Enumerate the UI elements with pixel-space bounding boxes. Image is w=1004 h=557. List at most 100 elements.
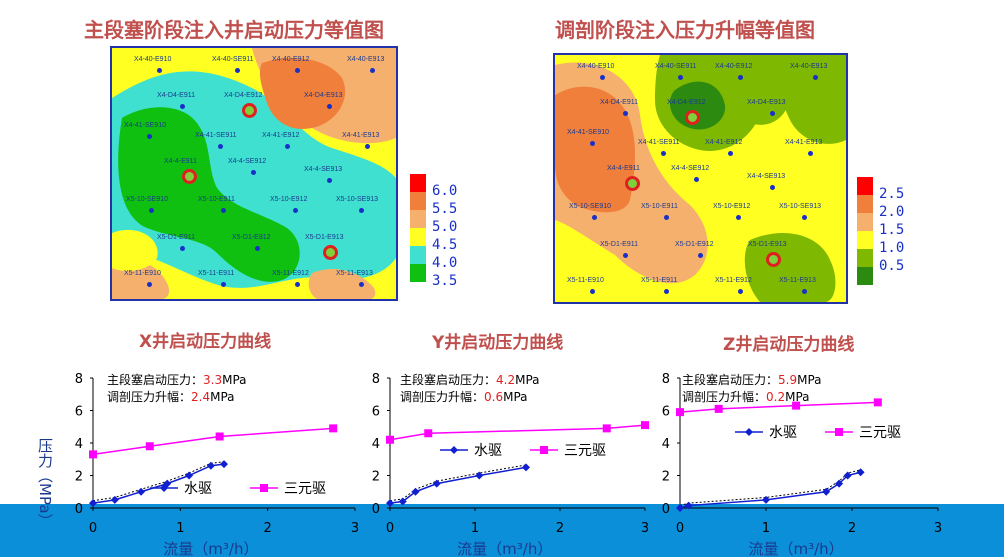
y-tick-label: 4 xyxy=(372,437,380,452)
well-marker xyxy=(255,246,260,251)
y-tick-label: 0 xyxy=(372,502,380,517)
startup-pressure-note: 主段塞启动压力：5.9MPa xyxy=(682,372,822,387)
well-label: X4-D4-E912 xyxy=(667,99,706,106)
well-label: X4-40-E910 xyxy=(577,63,615,70)
legend-label: 0.5 xyxy=(879,258,905,274)
well-label: X4-40-E913 xyxy=(790,63,828,70)
pressure-rise-label: 调剖压力升幅： xyxy=(682,389,766,404)
well-marker xyxy=(623,111,628,116)
chart-z: 0 2 4 6 8 0 1 2 3 流量（m³/h） 主段塞启动压力：5.9MPa 调剖压力升幅：0.… xyxy=(650,360,980,557)
data-point xyxy=(676,408,684,417)
well-marker xyxy=(661,151,666,156)
well-label: X4-40-E912 xyxy=(272,56,310,63)
series-line xyxy=(389,424,646,441)
well-label: X4-4-E911 xyxy=(607,165,640,172)
well-label: X4-40-E912 xyxy=(715,63,753,70)
y-tick-label: 8 xyxy=(372,372,380,387)
data-point xyxy=(411,487,420,496)
data-point xyxy=(822,487,831,496)
x-tick-label: 2 xyxy=(848,521,856,536)
data-point xyxy=(792,401,801,410)
well-marker xyxy=(327,178,332,183)
legend-label: 4.0 xyxy=(432,255,458,271)
y-tick-label: 4 xyxy=(662,437,670,452)
chart-x: 0 2 4 6 8 0 1 2 3 流量（m³/h） 压力（MPa） 主段塞启动压力：3.3MPa 调剖… xyxy=(30,360,360,557)
x-axis-label: 流量（m³/h） xyxy=(163,540,258,557)
data-point xyxy=(522,463,530,472)
injection-well-marker xyxy=(242,103,257,118)
well-marker xyxy=(359,282,364,287)
well-marker xyxy=(738,75,743,80)
well-marker xyxy=(590,141,595,146)
legend-label: 2.5 xyxy=(879,186,905,202)
well-marker xyxy=(251,170,256,175)
contour-map-1-shapes xyxy=(112,48,396,299)
x-tick-label: 1 xyxy=(176,521,184,536)
well-label: X4-D4-E911 xyxy=(157,92,196,99)
series-line xyxy=(92,427,334,456)
well-marker xyxy=(738,289,743,294)
well-label: X4-4-E911 xyxy=(164,158,197,165)
legend-swatch xyxy=(410,174,426,192)
map1-title: 主段塞阶段注入井启动压力等值图 xyxy=(84,18,384,42)
startup-pressure-value: 4.2 xyxy=(496,373,515,387)
well-label: X5-10-SE910 xyxy=(569,203,612,210)
well-label: X5-10-E912 xyxy=(270,196,308,203)
data-point xyxy=(398,497,407,506)
legend-swatch xyxy=(857,267,873,285)
well-marker xyxy=(293,208,298,213)
well-marker xyxy=(365,144,370,149)
data-point xyxy=(386,499,394,508)
startup-pressure-value: 5.9 xyxy=(778,373,797,387)
footer-band xyxy=(0,504,1004,557)
pressure-rise-label: 调剖压力升幅： xyxy=(400,389,484,404)
well-label: X4-41-E912 xyxy=(705,139,743,146)
well-marker xyxy=(664,289,669,294)
well-label: X5-11-E910 xyxy=(124,270,161,277)
data-point xyxy=(206,461,215,470)
startup-pressure-value: 3.3 xyxy=(203,373,222,387)
startup-pressure-unit: MPa xyxy=(797,373,821,387)
startup-pressure-unit: MPa xyxy=(222,373,246,387)
well-label: X5-10-E912 xyxy=(713,203,751,210)
well-marker xyxy=(370,68,375,73)
pressure-rise-value: 0.2 xyxy=(766,390,785,404)
data-point xyxy=(89,499,97,508)
map2-title: 调剖阶段注入压力升幅等值图 xyxy=(555,18,815,42)
fit-line xyxy=(389,464,527,502)
well-marker xyxy=(623,253,628,258)
well-label: X4-41-E912 xyxy=(262,132,300,139)
pressure-rise-note: 调剖压力升幅：0.2MPa xyxy=(682,389,810,404)
x-tick-label: 3 xyxy=(934,521,942,536)
legend-swatch xyxy=(857,195,873,213)
well-label: X4-40-SE911 xyxy=(655,63,697,70)
data-point xyxy=(220,460,228,469)
pressure-rise-note: 调剖压力升幅：2.4MPa xyxy=(107,389,235,404)
data-point xyxy=(856,468,865,477)
x-axis-label: 流量（m³/h） xyxy=(749,540,844,557)
well-marker xyxy=(221,282,226,287)
series-line xyxy=(679,401,878,413)
y-tick-label: 0 xyxy=(75,502,83,517)
well-marker xyxy=(736,215,741,220)
well-marker xyxy=(770,185,775,190)
well-label: X4-4-SE913 xyxy=(747,173,786,180)
data-point xyxy=(110,495,119,504)
well-marker xyxy=(285,144,290,149)
pressure-rise-label: 调剖压力升幅： xyxy=(107,389,191,404)
well-label: X4-D4-E911 xyxy=(600,99,639,106)
well-marker xyxy=(149,208,154,213)
legend-swatch xyxy=(857,177,873,195)
legend-marker xyxy=(160,484,168,492)
y-tick-label: 2 xyxy=(662,470,670,485)
legend-marker xyxy=(540,446,548,454)
y-tick-label: 4 xyxy=(75,437,83,452)
well-marker xyxy=(813,75,818,80)
well-marker xyxy=(698,253,703,258)
legend-marker xyxy=(745,428,753,436)
chart-y-title: Y井启动压力曲线 xyxy=(432,333,564,353)
series-line xyxy=(389,466,527,504)
well-label: X4-40-E913 xyxy=(347,56,385,63)
